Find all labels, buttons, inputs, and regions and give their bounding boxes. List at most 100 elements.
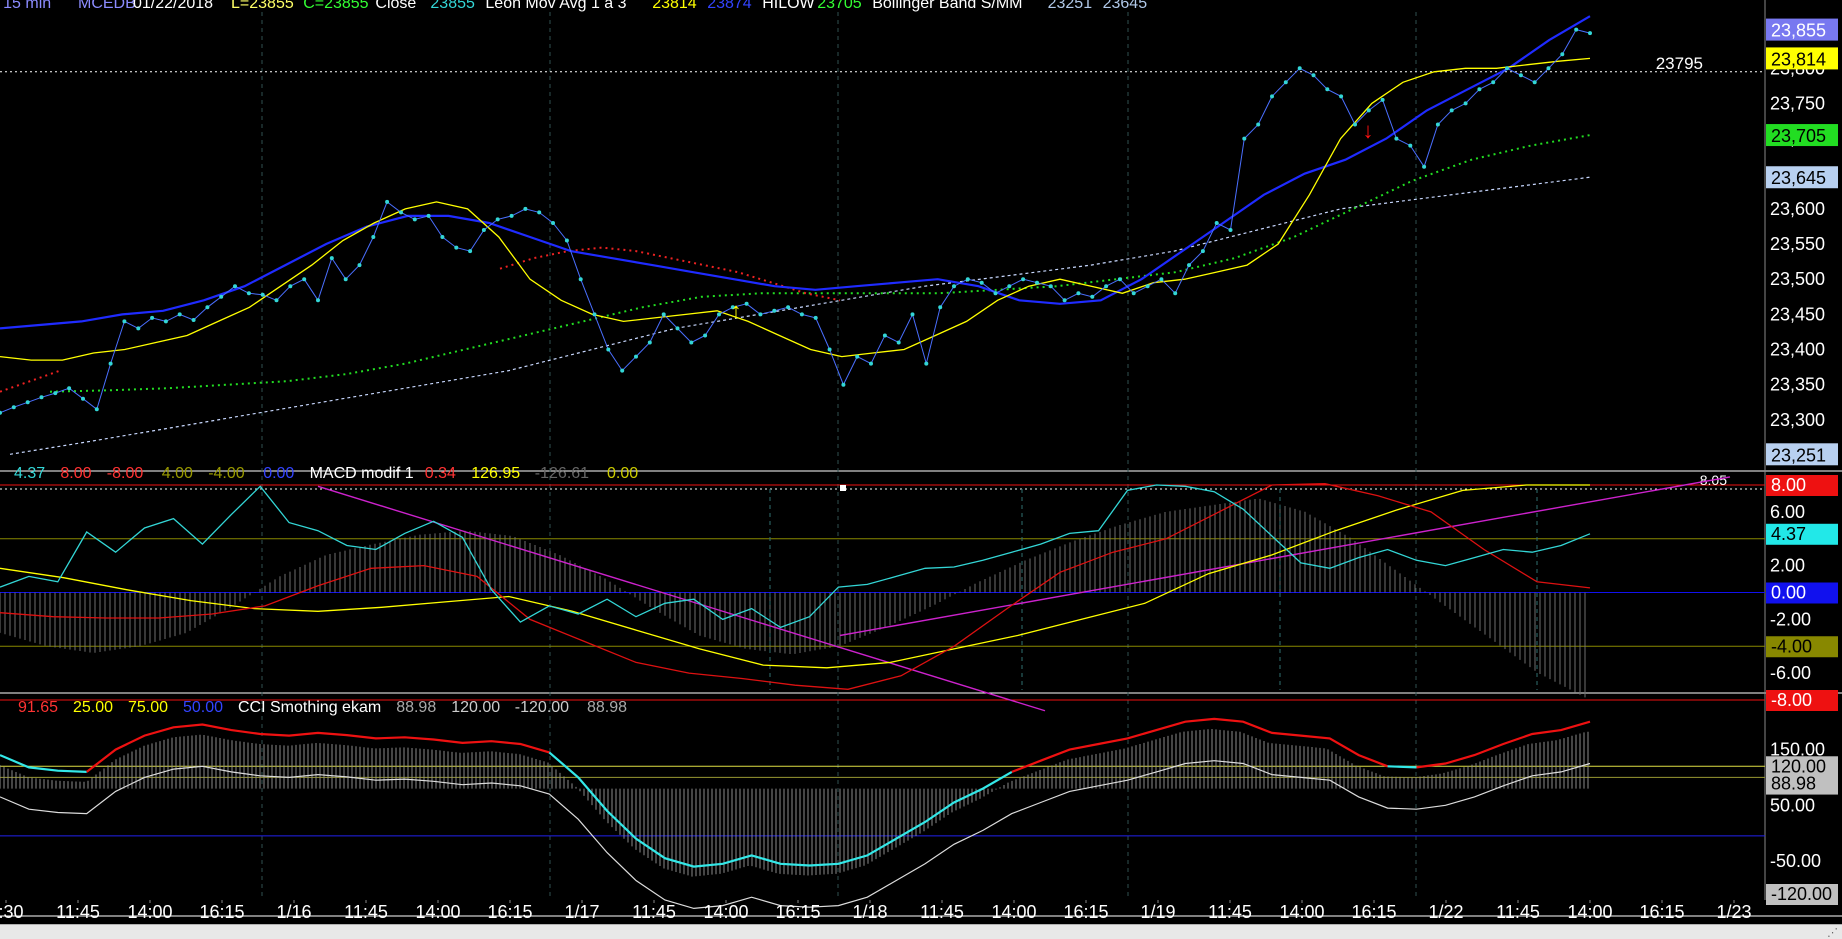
close-point[interactable] bbox=[1159, 277, 1164, 282]
close-point[interactable] bbox=[689, 340, 694, 345]
cci-smoothing-line[interactable] bbox=[0, 760, 1591, 910]
cci-line[interactable] bbox=[1416, 720, 1591, 769]
close-point[interactable] bbox=[1505, 66, 1509, 71]
close-point[interactable] bbox=[1242, 136, 1247, 141]
close-point[interactable] bbox=[1145, 284, 1150, 289]
close-point[interactable] bbox=[896, 340, 901, 345]
macd-red-line[interactable] bbox=[0, 483, 1591, 690]
close-point[interactable] bbox=[744, 301, 749, 306]
cci-line[interactable] bbox=[1011, 717, 1388, 773]
close-point[interactable] bbox=[399, 210, 403, 215]
close-point[interactable] bbox=[1435, 122, 1440, 127]
close-point[interactable] bbox=[1297, 66, 1302, 71]
close-point[interactable] bbox=[993, 291, 998, 296]
close-point[interactable] bbox=[191, 318, 196, 322]
close-point[interactable] bbox=[924, 361, 929, 366]
cci-panel[interactable] bbox=[0, 717, 1765, 910]
close-point[interactable] bbox=[1187, 263, 1191, 268]
close-point[interactable] bbox=[1200, 249, 1205, 254]
close-point[interactable] bbox=[316, 298, 320, 303]
macd-marker[interactable] bbox=[840, 485, 846, 491]
close-point[interactable] bbox=[1076, 291, 1081, 296]
close-point[interactable] bbox=[426, 213, 431, 218]
macd-main-line[interactable] bbox=[0, 484, 1591, 629]
close-point[interactable] bbox=[1131, 291, 1136, 296]
close-point[interactable] bbox=[53, 391, 58, 396]
close-point[interactable] bbox=[647, 340, 652, 345]
close-point[interactable] bbox=[205, 305, 210, 310]
bollinger-line[interactable] bbox=[9, 176, 1591, 455]
close-point[interactable] bbox=[288, 284, 293, 289]
close-point[interactable] bbox=[827, 347, 832, 352]
close-point[interactable] bbox=[813, 315, 818, 320]
close-point[interactable] bbox=[357, 263, 362, 268]
close-point[interactable] bbox=[661, 312, 666, 317]
close-point[interactable] bbox=[1311, 73, 1316, 78]
close-point[interactable] bbox=[1062, 298, 1067, 303]
close-point[interactable] bbox=[94, 407, 99, 412]
close-point[interactable] bbox=[122, 319, 127, 324]
close-point[interactable] bbox=[523, 206, 528, 211]
close-line[interactable] bbox=[0, 29, 1591, 414]
close-point[interactable] bbox=[786, 305, 791, 310]
close-point[interactable] bbox=[67, 386, 72, 391]
close-point[interactable] bbox=[1339, 94, 1344, 99]
close-point[interactable] bbox=[1007, 284, 1012, 289]
close-point[interactable] bbox=[11, 405, 16, 410]
hilow-line[interactable] bbox=[49, 134, 1591, 393]
close-point[interactable] bbox=[855, 354, 860, 359]
close-point[interactable] bbox=[1270, 94, 1274, 99]
close-point[interactable] bbox=[1035, 280, 1039, 285]
close-point[interactable] bbox=[1477, 87, 1482, 92]
close-point[interactable] bbox=[1353, 122, 1357, 127]
close-point[interactable] bbox=[412, 217, 417, 222]
cci-line[interactable] bbox=[0, 754, 87, 773]
close-point[interactable] bbox=[440, 235, 445, 239]
close-point[interactable] bbox=[551, 221, 555, 225]
close-point[interactable] bbox=[703, 333, 708, 338]
close-point[interactable] bbox=[979, 280, 984, 285]
close-point[interactable] bbox=[1366, 108, 1371, 113]
cci-line[interactable] bbox=[548, 751, 1013, 868]
close-point[interactable] bbox=[274, 298, 279, 303]
close-point[interactable] bbox=[634, 354, 638, 359]
close-point[interactable] bbox=[1228, 228, 1233, 232]
close-point[interactable] bbox=[1588, 31, 1592, 36]
close-point[interactable] bbox=[163, 319, 168, 324]
close-point[interactable] bbox=[730, 305, 735, 310]
close-point[interactable] bbox=[537, 210, 542, 215]
close-point[interactable] bbox=[758, 312, 763, 317]
close-point[interactable] bbox=[509, 213, 514, 218]
close-point[interactable] bbox=[1021, 277, 1026, 282]
close-point[interactable] bbox=[1422, 164, 1427, 169]
close-point[interactable] bbox=[1491, 80, 1496, 85]
close-point[interactable] bbox=[1380, 97, 1385, 102]
macd-panel[interactable]: 8.05 bbox=[0, 472, 1765, 712]
close-point[interactable] bbox=[620, 368, 625, 373]
close-point[interactable] bbox=[1117, 277, 1122, 282]
close-point[interactable] bbox=[495, 217, 500, 222]
close-point[interactable] bbox=[1104, 284, 1109, 289]
close-point[interactable] bbox=[675, 326, 680, 331]
close-point[interactable] bbox=[578, 277, 583, 282]
close-point[interactable] bbox=[1090, 294, 1095, 299]
close-point[interactable] bbox=[1408, 143, 1413, 148]
close-point[interactable] bbox=[1283, 80, 1288, 85]
close-point[interactable] bbox=[25, 400, 30, 405]
macd-trendline-up[interactable] bbox=[839, 476, 1731, 637]
close-point[interactable] bbox=[108, 361, 113, 366]
close-point[interactable] bbox=[219, 294, 224, 299]
close-point[interactable] bbox=[302, 277, 307, 282]
close-point[interactable] bbox=[965, 277, 970, 282]
cci-line[interactable] bbox=[1387, 765, 1417, 769]
close-point[interactable] bbox=[0, 410, 2, 415]
close-point[interactable] bbox=[772, 308, 777, 313]
close-point[interactable] bbox=[1256, 122, 1261, 127]
close-point[interactable] bbox=[260, 292, 265, 297]
close-point[interactable] bbox=[910, 312, 915, 317]
close-point[interactable] bbox=[1173, 291, 1178, 296]
close-point[interactable] bbox=[1048, 284, 1053, 289]
close-point[interactable] bbox=[952, 284, 956, 289]
close-point[interactable] bbox=[717, 312, 721, 317]
close-point[interactable] bbox=[1325, 87, 1330, 92]
